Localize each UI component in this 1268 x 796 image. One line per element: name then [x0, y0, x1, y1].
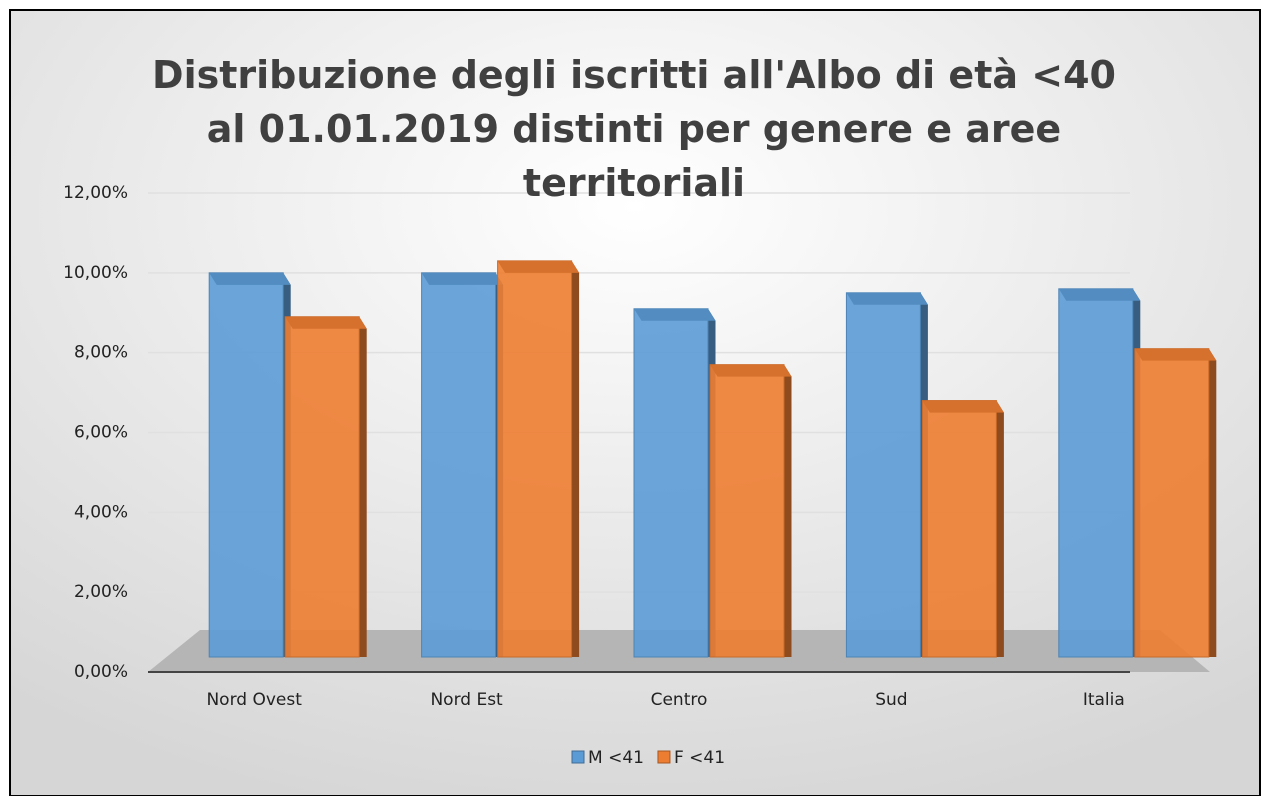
bar-top: [497, 260, 580, 273]
bar: [208, 272, 284, 658]
bar-top: [846, 292, 928, 305]
bar-top: [285, 316, 367, 329]
bar-top: [634, 308, 716, 321]
x-tick-label: Nord Ovest: [206, 690, 302, 710]
legend-label: M <41: [588, 748, 644, 768]
x-tick-label: Sud: [875, 690, 907, 710]
y-tick-label: 8,00%: [74, 343, 128, 363]
bar-top: [710, 364, 792, 377]
y-tick-label: 10,00%: [63, 263, 128, 283]
legend-swatch: [571, 750, 585, 764]
x-tick-label: Italia: [1083, 690, 1125, 710]
legend-label: F <41: [674, 748, 725, 768]
bar: [497, 260, 573, 658]
bar: [633, 308, 709, 658]
legend-swatch: [657, 750, 671, 764]
y-tick-label: 0,00%: [74, 662, 128, 682]
bar-top: [1058, 288, 1141, 301]
bar-side: [571, 260, 580, 657]
chart-title: Distribuzione degli iscritti all'Albo di…: [152, 53, 1116, 205]
bar-top: [1134, 348, 1217, 361]
bar: [284, 316, 360, 658]
y-tick-label: 6,00%: [74, 423, 128, 443]
bar: [421, 272, 497, 658]
y-tick-label: 4,00%: [74, 502, 128, 522]
bar-side: [359, 316, 367, 657]
bar-side: [784, 364, 792, 657]
bar-top: [922, 400, 1004, 413]
y-tick-label: 12,00%: [63, 183, 128, 203]
bar-top: [421, 272, 504, 285]
bar-side: [1208, 348, 1217, 657]
bar: [1134, 348, 1210, 658]
x-tick-label: Centro: [651, 690, 708, 710]
bar-side: [996, 400, 1004, 657]
x-tick-label: Nord Est: [430, 690, 503, 710]
bar-top: [209, 272, 291, 285]
bar: [709, 364, 785, 658]
bar: [1058, 288, 1134, 658]
bar: [845, 292, 921, 658]
bar: [921, 400, 997, 658]
y-tick-label: 2,00%: [74, 582, 128, 602]
